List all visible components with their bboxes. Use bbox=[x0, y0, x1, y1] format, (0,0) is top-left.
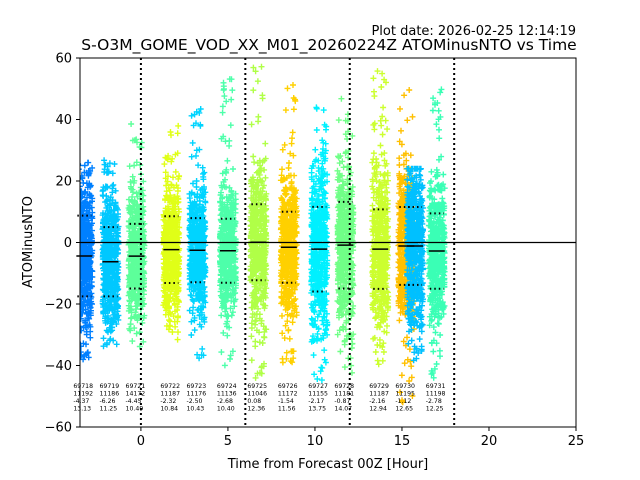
y-axis-label: ATOMinusNTO bbox=[21, 196, 36, 288]
x-axis-label: Time from Forecast 00Z [Hour] bbox=[227, 457, 429, 472]
bin-mean-label-0: -4.37 bbox=[73, 398, 89, 405]
bin-sd-label-5: 10.40 bbox=[217, 406, 235, 413]
bin-sd-label-13: 12.25 bbox=[426, 406, 444, 413]
bin-id-label-11: 69730 bbox=[395, 383, 415, 390]
bin-count-label-6: 11046 bbox=[247, 391, 267, 398]
bin-count-label-1: 11186 bbox=[99, 391, 119, 398]
bin-count-label-9: 11181 bbox=[334, 391, 354, 398]
bin-cloud-1 bbox=[99, 157, 122, 350]
bin-id-label-4: 69723 bbox=[186, 383, 206, 390]
bin-points-13 bbox=[425, 86, 448, 381]
y-tick-label-1: −40 bbox=[45, 359, 72, 374]
bin-count-label-2: 14172 bbox=[126, 391, 146, 398]
bin-mean-label-5: -2.68 bbox=[217, 398, 233, 405]
bin-id-label-5: 69724 bbox=[217, 383, 237, 390]
chart-title: S-O3M_GOME_VOD_XX_M01_20260224Z ATOMinus… bbox=[81, 36, 576, 55]
bin-statistics bbox=[76, 200, 445, 298]
y-axis-ticks: −60 −40 −20 0 20 40 60 bbox=[45, 52, 80, 436]
bin-mean-label-2: -4.45 bbox=[126, 398, 142, 405]
bin-cloud-12 bbox=[404, 165, 426, 364]
bin-id-label-10: 69729 bbox=[369, 383, 389, 390]
bin-points-6 bbox=[247, 63, 270, 381]
bin-cloud-9 bbox=[334, 95, 357, 376]
bin-cloud-13 bbox=[425, 86, 448, 381]
x-tick-label-0: 0 bbox=[137, 434, 145, 449]
bin-id-label-13: 69731 bbox=[426, 383, 446, 390]
bin-mean-label-3: -2.32 bbox=[160, 398, 176, 405]
bin-mean-label-9: -0.87 bbox=[334, 398, 350, 405]
bin-points-4 bbox=[186, 106, 209, 362]
bin-mean-label-1: -6.26 bbox=[99, 398, 115, 405]
bin-points-1 bbox=[99, 157, 122, 350]
bin-cloud-0 bbox=[80, 159, 96, 363]
x-axis-ticks: 0 5 10 15 20 25 bbox=[137, 427, 585, 449]
bin-count-label-10: 11187 bbox=[369, 391, 389, 398]
y-tick-label-5: 40 bbox=[55, 113, 72, 128]
bin-cloud-8 bbox=[308, 104, 331, 384]
x-tick-label-2: 10 bbox=[307, 434, 324, 449]
bin-id-label-3: 69722 bbox=[160, 383, 180, 390]
bin-mean-label-13: -2.78 bbox=[426, 398, 442, 405]
bin-sd-label-2: 10.49 bbox=[126, 406, 144, 413]
bin-count-label-7: 11172 bbox=[278, 391, 298, 398]
bin-sd-label-6: 12.36 bbox=[247, 406, 265, 413]
bin-points-12 bbox=[404, 165, 426, 364]
bin-mean-label-7: -1.54 bbox=[278, 398, 294, 405]
bin-sd-label-10: 12.94 bbox=[369, 406, 387, 413]
x-tick-label-1: 5 bbox=[224, 434, 232, 449]
bin-cloud-10 bbox=[369, 68, 392, 368]
bin-mean-label-6: 0.08 bbox=[247, 398, 261, 405]
bin-count-label-0: 11192 bbox=[73, 391, 93, 398]
bin-sd-label-9: 14.07 bbox=[334, 406, 352, 413]
bin-id-label-9: 69728 bbox=[334, 383, 354, 390]
reference-lines bbox=[80, 58, 576, 427]
bin-sd-label-1: 11.25 bbox=[99, 406, 117, 413]
bin-sd-label-0: 13.13 bbox=[73, 406, 91, 413]
y-tick-label-2: −20 bbox=[45, 298, 72, 313]
bin-count-label-11: 11195 bbox=[395, 391, 415, 398]
bin-sd-label-8: 13.75 bbox=[308, 406, 326, 413]
bin-sd-label-3: 10.84 bbox=[160, 406, 178, 413]
bin-id-label-1: 69719 bbox=[99, 383, 119, 390]
scatter-points bbox=[80, 63, 448, 406]
bin-cloud-6 bbox=[247, 63, 270, 381]
bin-mean-label-8: -2.17 bbox=[308, 398, 324, 405]
x-tick-label-3: 15 bbox=[394, 434, 411, 449]
bin-mean-label-11: -1.12 bbox=[395, 398, 411, 405]
bin-points-8 bbox=[308, 104, 331, 384]
y-tick-label-6: 60 bbox=[55, 52, 72, 67]
bin-mean-label-10: -2.16 bbox=[369, 398, 385, 405]
bin-sd-label-4: 10.43 bbox=[186, 406, 204, 413]
bin-count-label-4: 11176 bbox=[186, 391, 206, 398]
bin-points-9 bbox=[334, 95, 357, 376]
x-tick-label-5: 25 bbox=[568, 434, 585, 449]
bin-id-label-0: 69718 bbox=[73, 383, 93, 390]
bin-points-10 bbox=[369, 68, 392, 368]
y-tick-label-4: 20 bbox=[55, 175, 72, 190]
bin-count-label-8: 11155 bbox=[308, 391, 328, 398]
bin-id-label-7: 69726 bbox=[278, 383, 298, 390]
bin-id-label-8: 69727 bbox=[308, 383, 328, 390]
bin-count-label-3: 11187 bbox=[160, 391, 180, 398]
bin-cloud-4 bbox=[186, 106, 209, 362]
bin-id-label-2: 69721 bbox=[126, 383, 146, 390]
y-tick-label-0: −60 bbox=[45, 421, 72, 436]
x-tick-label-4: 20 bbox=[481, 434, 498, 449]
bin-sd-label-11: 12.65 bbox=[395, 406, 413, 413]
bin-mean-label-4: -2.50 bbox=[186, 398, 202, 405]
bin-id-label-6: 69725 bbox=[247, 383, 267, 390]
bin-points-0 bbox=[80, 159, 96, 363]
plot-date: Plot date: 2026-02-25 12:14:19 bbox=[371, 24, 576, 39]
bin-sd-label-7: 11.56 bbox=[278, 406, 296, 413]
bin-count-label-13: 11198 bbox=[426, 391, 446, 398]
bin-count-label-5: 11136 bbox=[217, 391, 237, 398]
y-tick-label-3: 0 bbox=[64, 236, 72, 251]
